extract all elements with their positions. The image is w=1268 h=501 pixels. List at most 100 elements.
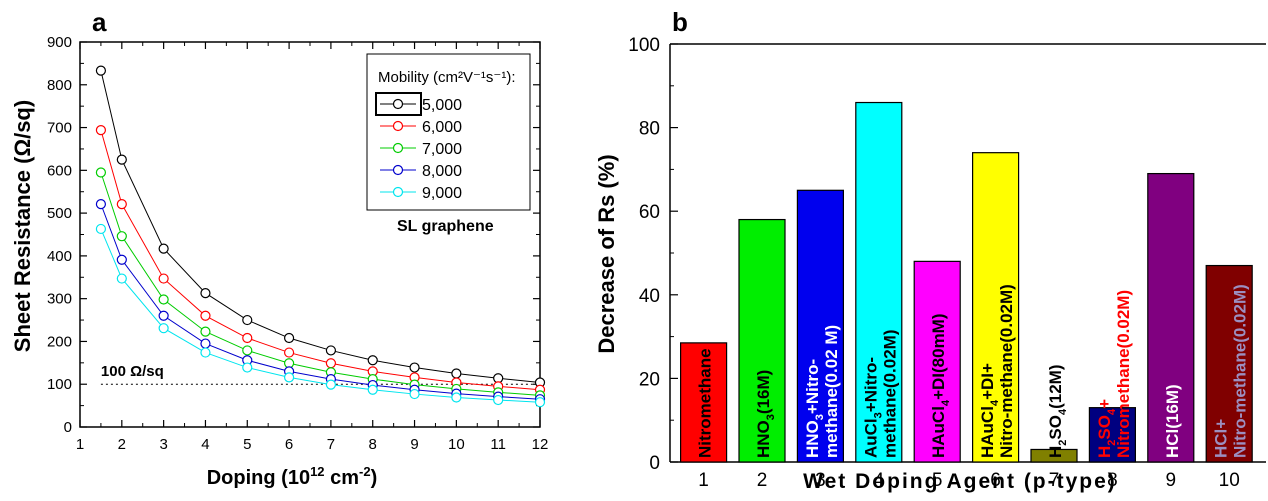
x-tick-label: 8 — [1107, 470, 1118, 491]
bar-label-part: SO — [1046, 415, 1065, 440]
series-line — [100, 129, 541, 391]
legend-box — [366, 53, 531, 211]
legend-entry: 9,000 — [422, 185, 462, 202]
bar-label-part: Nitro-methane(0.02M) — [997, 284, 1016, 458]
panel-a: a Sheet Resistance (Ω/sq) Doping (1012 c… — [10, 7, 548, 489]
x-tick-label: 11 — [490, 436, 506, 453]
y-tick-label: 500 — [47, 205, 72, 222]
bar — [971, 152, 1020, 463]
bar-label: HCl+ — [1212, 419, 1231, 458]
data-point — [158, 310, 169, 321]
data-point — [200, 310, 211, 321]
y-tick-label: 100 — [628, 35, 660, 56]
panel-a-legend: Mobility (cm²V⁻¹s⁻¹): 5,000 6,000 7,000 8,00… — [366, 53, 531, 211]
bar — [1088, 407, 1137, 463]
data-point — [534, 397, 546, 408]
bar-label-part: Nitromethane — [696, 348, 715, 458]
bar-label-part: 3 — [814, 414, 826, 420]
bar-group-9: 9 HCl(16M) — [1147, 172, 1195, 491]
bar-group-4: 4 AuCl3​+Nitro-methane(0.02M) — [855, 101, 903, 491]
data-point — [158, 243, 169, 254]
data-point — [200, 288, 211, 299]
data-point — [451, 392, 462, 403]
bar — [679, 342, 728, 463]
bar-label-part: H — [1046, 446, 1065, 458]
bar-label-part: SO — [1095, 415, 1114, 440]
panel-b-x-axis-title: Wet Doping Agent (p-type) — [803, 470, 1117, 493]
series-line — [100, 172, 541, 396]
x-tick-label: 8 — [369, 436, 377, 453]
bar — [796, 189, 845, 463]
data-point — [200, 347, 211, 358]
bar-label-part: 4 — [1106, 408, 1118, 415]
x-tick-label: 5 — [932, 470, 943, 491]
panel-b: b Decrease of Rs (%) Wet Doping Agent (p… — [594, 7, 1266, 493]
y-tick-label: 300 — [47, 291, 72, 308]
series-7000 — [95, 167, 546, 401]
data-point — [283, 347, 295, 358]
bar — [1030, 448, 1078, 463]
y-tick-label: 0 — [649, 453, 660, 474]
legend-title: Mobility (cm²V⁻¹s⁻¹): — [378, 69, 516, 86]
bar-label-part: +Nitro- — [861, 357, 880, 412]
bar-label: methane(0.02 M) — [822, 325, 841, 458]
panel-b-label: b — [672, 7, 688, 37]
y-tick-label: 900 — [47, 34, 72, 51]
bar-label-part: 2 — [1106, 440, 1118, 446]
panel-a-label: a — [92, 7, 107, 37]
bar-label: HAuCl4​+DI+ — [978, 363, 1001, 458]
data-point — [325, 379, 337, 390]
bar-label-part: HAuCl — [929, 406, 948, 458]
bar-label: Nitromethane(0.02M) — [1114, 290, 1133, 458]
bar-label: Nitro-methane(0.02M) — [997, 284, 1016, 458]
data-point — [116, 273, 127, 284]
legend-marker — [392, 98, 404, 110]
y-tick-label: 0 — [64, 419, 72, 436]
x-tick-label: 2 — [118, 436, 126, 453]
bar-label-part: (12M) — [1046, 365, 1065, 409]
panel-a-y-axis-title: Sheet Resistance (Ω/sq) — [10, 100, 35, 352]
x-tick-label: 6 — [285, 436, 293, 453]
data-point — [116, 254, 127, 265]
bar-label-part: HAuCl — [978, 406, 997, 458]
bar-label: HAuCl4​+DI(80mM) — [929, 313, 952, 458]
data-point — [158, 323, 169, 334]
series-9000 — [95, 223, 546, 408]
x-tick-label: 10 — [448, 436, 465, 453]
x-tick-label: 1 — [76, 436, 84, 453]
x-tick-label: 9 — [410, 436, 418, 453]
bar-label-part: +Nitro- — [803, 359, 822, 414]
bar-group-6: 6 HAuCl4​+DI+Nitro-methane(0.02M) — [971, 152, 1020, 491]
bar-label: HCl(16M) — [1163, 384, 1182, 458]
data-point — [409, 362, 420, 373]
data-point — [242, 362, 253, 373]
bar-group-7: 7 H2​SO4​(12M) — [1030, 365, 1078, 491]
x-tick-label: 12 — [532, 436, 549, 453]
reference-line-label: 100 Ω/sq — [101, 363, 164, 380]
data-point — [95, 65, 107, 76]
x-tick-label: 1 — [698, 470, 709, 491]
x-tick-label: 4 — [201, 436, 209, 453]
series-6000 — [95, 125, 546, 395]
bar-label-part: 3 — [872, 412, 884, 418]
y-tick-label: 40 — [639, 286, 660, 307]
bar-label-part: AuCl — [861, 418, 880, 458]
y-tick-label: 400 — [47, 248, 72, 265]
x-tick-label: 7 — [327, 436, 335, 453]
x-tick-label: 2 — [757, 470, 768, 491]
bar-label-part: 4 — [989, 399, 1001, 406]
y-tick-label: 200 — [47, 333, 72, 350]
series-line — [100, 70, 541, 384]
bar-label-part: 4 — [940, 399, 952, 406]
bar-label: HNO3​(16M) — [754, 370, 777, 458]
data-point — [451, 368, 462, 379]
bar — [855, 101, 903, 463]
data-point — [242, 345, 253, 356]
x-tick-label: 10 — [1219, 470, 1240, 491]
bar-label: H2​SO4​+ — [1095, 399, 1118, 458]
bar-label-part: 2 — [1057, 440, 1069, 446]
data-point — [95, 199, 107, 210]
bar-label-part: methane(0.02 M) — [822, 325, 841, 458]
